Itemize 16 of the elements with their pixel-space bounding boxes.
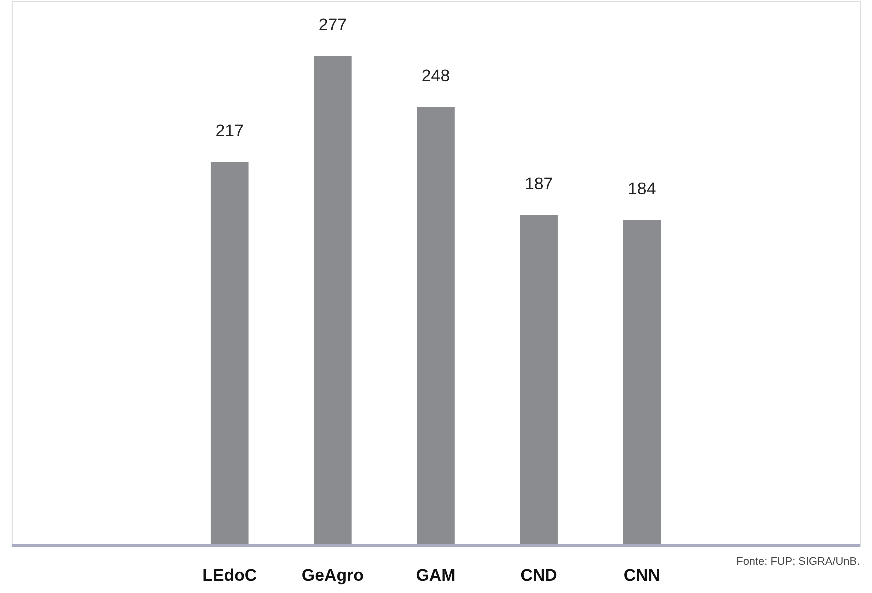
bar (417, 107, 455, 546)
bar (210, 162, 249, 546)
bar (314, 56, 352, 546)
x-tick-label: CND (520, 566, 558, 586)
x-tick-label: LEdoC (202, 566, 258, 586)
bar (623, 220, 662, 546)
data-label: 277 (318, 15, 348, 34)
x-tick-label: GAM (416, 566, 456, 586)
x-tick-label: CNN (624, 566, 660, 586)
data-label: 217 (216, 121, 244, 140)
data-label: 248 (422, 66, 450, 86)
bar (520, 215, 558, 546)
x-tick-label: GeAgro (302, 566, 364, 586)
data-label: 184 (628, 180, 656, 199)
source-note: Fonte: FUP; SIGRA/UnB. (736, 556, 860, 568)
data-label: 187 (524, 174, 554, 194)
